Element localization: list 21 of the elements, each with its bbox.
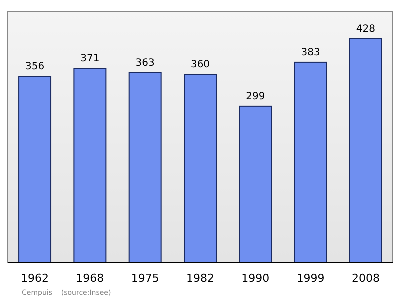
x-tick-label: 1982 [186, 272, 214, 285]
bar [239, 106, 272, 264]
x-tick-label: 2008 [352, 272, 380, 285]
x-tick-label: 1962 [21, 272, 50, 285]
x-tick-label: 1990 [242, 272, 270, 285]
data-label: 428 [356, 24, 376, 35]
data-label: 371 [80, 54, 100, 65]
data-label: 383 [301, 47, 320, 58]
data-label: 360 [190, 60, 210, 70]
data-label: 299 [246, 91, 266, 102]
bar [294, 62, 328, 264]
bar [18, 76, 52, 264]
bar [128, 72, 162, 264]
x-tick-label: 1968 [76, 272, 104, 285]
bar [349, 38, 382, 264]
bar [74, 68, 107, 264]
data-label: 363 [136, 58, 155, 69]
data-label: 356 [25, 62, 45, 73]
bar [184, 74, 217, 264]
x-tick-label: 1975 [131, 272, 160, 285]
x-tick-label: 1999 [296, 272, 325, 285]
